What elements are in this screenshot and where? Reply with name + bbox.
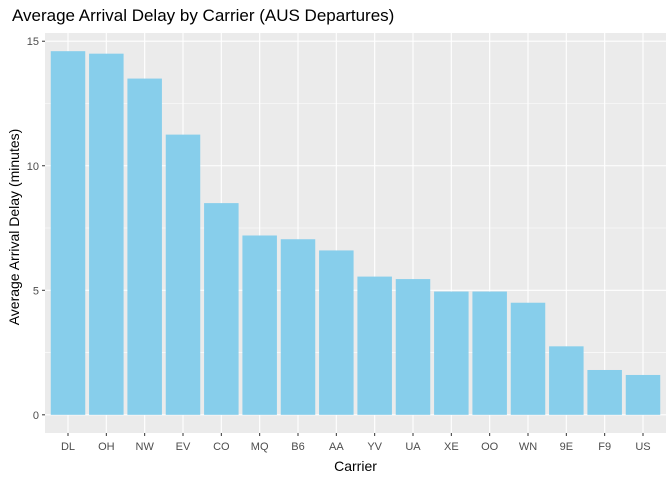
bar-b6 <box>280 239 316 415</box>
x-tick-label: 9E <box>560 441 573 453</box>
x-tick-label: AA <box>329 441 344 453</box>
x-tick-label: NW <box>136 441 155 453</box>
bar-yv <box>357 276 392 415</box>
x-tick-label: YV <box>367 441 382 453</box>
x-tick-label: F9 <box>598 441 611 453</box>
bar-nw <box>127 78 162 415</box>
x-axis: DL OH NW EV CO MQ B6 AA YV UA XE OO WN 9E F9 US <box>61 433 651 453</box>
chart-title: Average Arrival Delay by Carrier (AUS De… <box>12 6 395 25</box>
y-axis-title: Average Arrival Delay (minutes) <box>6 128 22 326</box>
bar-mq <box>242 235 277 415</box>
bar-co <box>204 203 239 415</box>
x-tick-label: MQ <box>251 441 269 453</box>
bar-xe <box>434 291 469 415</box>
y-tick-label: 0 <box>33 410 39 422</box>
bar-dl <box>50 51 86 415</box>
bar-oh <box>89 53 124 415</box>
x-tick-label: UA <box>405 441 421 453</box>
bar-9e <box>549 346 584 415</box>
bar-aa <box>319 250 354 415</box>
y-tick-label: 15 <box>27 36 39 48</box>
bar-wn <box>510 302 546 415</box>
x-tick-label: WN <box>519 441 537 453</box>
y-tick-label: 10 <box>27 161 39 173</box>
y-axis: 0 5 10 15 <box>27 36 45 422</box>
x-tick-label: OH <box>98 441 115 453</box>
bars <box>50 51 661 415</box>
x-tick-label: EV <box>176 441 191 453</box>
x-axis-title: Carrier <box>334 458 377 474</box>
bar-us <box>625 374 661 415</box>
bar-f9 <box>587 369 622 415</box>
bar-ua <box>395 279 431 415</box>
x-tick-label: XE <box>444 441 459 453</box>
x-tick-label: OO <box>481 441 499 453</box>
bar-oo <box>472 291 507 415</box>
y-tick-label: 5 <box>33 285 39 297</box>
x-tick-label: US <box>635 441 650 453</box>
bar-ev <box>165 134 201 415</box>
x-tick-label: B6 <box>291 441 304 453</box>
x-tick-label: DL <box>61 441 75 453</box>
x-tick-label: CO <box>213 441 230 453</box>
